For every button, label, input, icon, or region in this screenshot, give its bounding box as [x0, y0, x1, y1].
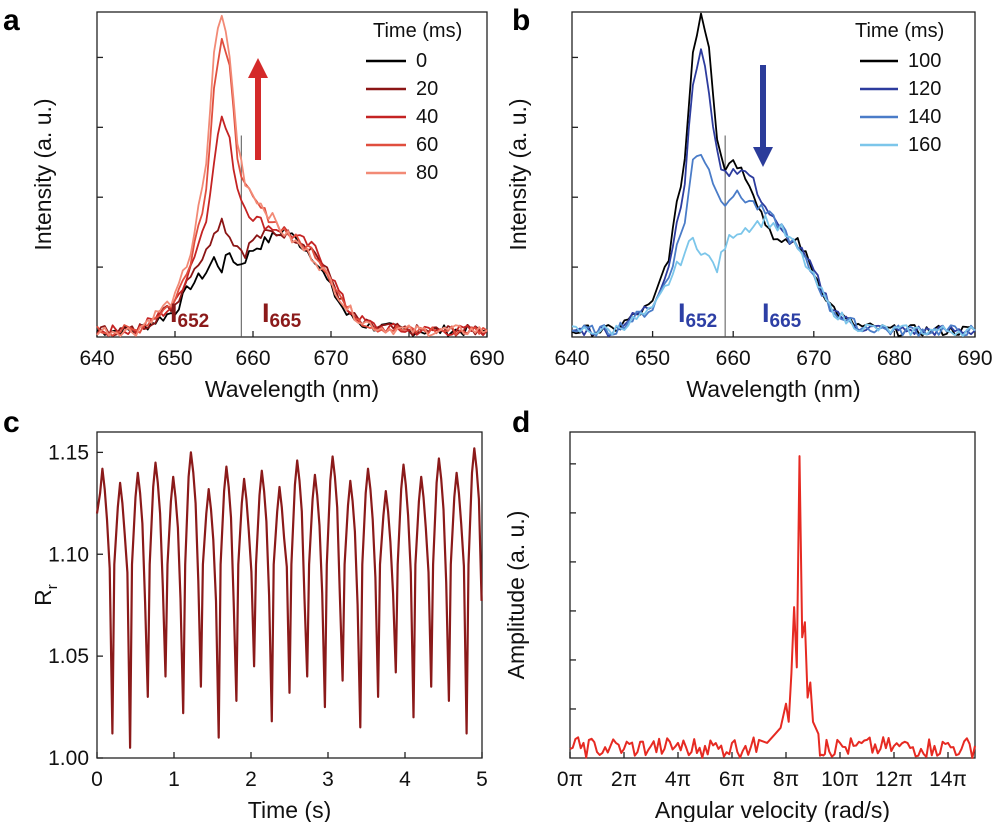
x-tick-label: 0	[91, 768, 103, 791]
legend-entry: 20	[416, 78, 438, 100]
plot-frame-a	[96, 11, 488, 338]
plot-frame-b	[571, 11, 976, 338]
panel-letter: a	[3, 4, 20, 37]
i652-annotation: I652	[678, 298, 717, 332]
panel-d: 0π 2π 4π 6π 8π 10π 12π 14π Amplitude (a. u.) Angu…	[503, 406, 976, 822]
panel-letter: b	[512, 4, 530, 37]
x-tick-label: 650	[635, 347, 670, 370]
legend-entry: 0	[416, 50, 427, 72]
legend-entry: 160	[908, 134, 941, 156]
x-tick-label: 12π	[875, 768, 913, 791]
panel-c: 0 1 2 3 4 5 1.00 1.05 1.10 1.15 Rr Time (s) c	[3, 406, 488, 822]
panel-letter: c	[3, 406, 20, 439]
y-tick-label: 1.00	[48, 747, 89, 770]
x-tick-label: 4π	[665, 768, 691, 791]
amplitude-line	[569, 455, 976, 759]
x-tick-label: 2	[245, 768, 257, 791]
y-tick-label: 1.15	[48, 441, 89, 464]
ratio-line	[95, 447, 483, 749]
x-tick-label: 3	[322, 768, 334, 791]
x-tick-label: 0π	[557, 768, 583, 791]
trend-arrow-head	[248, 58, 268, 78]
x-axis-label-a: Wavelength (nm)	[205, 376, 379, 402]
x-axis-label-b: Wavelength (nm)	[686, 376, 860, 402]
series-line-140	[571, 153, 976, 337]
legend-entry: 100	[908, 50, 941, 72]
x-tick-label: 1	[168, 768, 180, 791]
x-tick-label: 4	[399, 768, 411, 791]
x-tick-label: 670	[796, 347, 831, 370]
legend-entry: 60	[416, 134, 438, 156]
x-tick-label: 660	[235, 347, 270, 370]
x-tick-label: 690	[469, 347, 504, 370]
legend-entry: 80	[416, 162, 438, 184]
x-tick-label: 660	[716, 347, 751, 370]
x-tick-label: 670	[313, 347, 348, 370]
series-line-80	[96, 14, 488, 338]
x-tick-label: 2π	[611, 768, 637, 791]
y-tick-label: 1.10	[48, 543, 89, 566]
i665-annotation: I665	[262, 298, 302, 332]
y-tick-label: 1.05	[48, 645, 89, 668]
x-tick-label: 650	[157, 347, 192, 370]
x-tick-label: 14π	[929, 768, 967, 791]
x-axis-label-d: Angular velocity (rad/s)	[655, 797, 890, 822]
x-axis-label-c: Time (s)	[248, 797, 331, 822]
x-tick-label: 680	[877, 347, 912, 370]
legend-title: Time (ms)	[855, 20, 944, 42]
legend-title: Time (ms)	[373, 20, 462, 42]
i652-annotation: I652	[170, 298, 209, 332]
x-tick-label: 680	[391, 347, 426, 370]
x-tick-label: 640	[554, 347, 589, 370]
series-line-0	[96, 227, 488, 337]
legend-entry: 140	[908, 106, 941, 128]
panel-a: 640 650 660 670 680 690 Time (ms) 0 20 40 60 80 I652…	[3, 4, 505, 402]
trend-arrow-head	[753, 147, 773, 167]
x-tick-label: 690	[957, 347, 992, 370]
y-axis-label-a: Intensity (a. u.)	[30, 98, 56, 250]
series-line-160	[571, 214, 976, 337]
legend-entry: 40	[416, 106, 438, 128]
x-tick-label: 6π	[719, 768, 745, 791]
i665-annotation: I665	[762, 298, 802, 332]
y-axis-label-b: Intensity (a. u.)	[505, 98, 531, 250]
plot-frame-d	[569, 431, 976, 759]
panel-b: 640 650 660 670 680 690 Time (ms) 100 120 140 160 I…	[505, 4, 993, 402]
panel-letter: d	[512, 406, 530, 439]
x-tick-label: 8π	[773, 768, 799, 791]
y-axis-label-d: Amplitude (a. u.)	[503, 511, 529, 680]
legend-entry: 120	[908, 78, 941, 100]
x-tick-label: 5	[476, 768, 488, 791]
y-axis-label-c: Rr	[30, 584, 61, 606]
x-tick-label: 10π	[821, 768, 859, 791]
x-tick-label: 640	[79, 347, 114, 370]
